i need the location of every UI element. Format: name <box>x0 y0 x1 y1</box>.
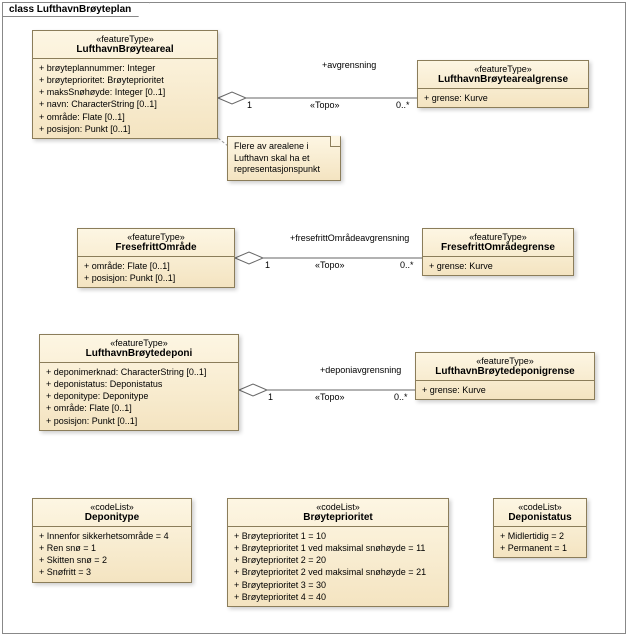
class-body: + grense: Kurve <box>416 381 594 399</box>
class-c3: «featureType»FresefrittOmråde+ område: F… <box>77 228 235 288</box>
assoc1-role: +avgrensning <box>322 60 376 70</box>
class-name: Deponitype <box>39 512 185 523</box>
attribute: + Innenfor sikkerhetsområde = 4 <box>39 530 185 542</box>
attribute: + Skitten snø = 2 <box>39 554 185 566</box>
attribute: + brøyteprioritet: Brøyteprioritet <box>39 74 211 86</box>
attribute: + deponitype: Deponitype <box>46 390 232 402</box>
class-name: Brøyteprioritet <box>234 512 442 523</box>
class-header: «codeList»Deponitype <box>33 499 191 527</box>
stereotype: «featureType» <box>39 34 211 44</box>
attribute: + maksSnøhøyde: Integer [0..1] <box>39 86 211 98</box>
class-body: + område: Flate [0..1]+ posisjon: Punkt … <box>78 257 234 287</box>
stereotype: «codeList» <box>234 502 442 512</box>
class-body: + grense: Kurve <box>418 89 588 107</box>
assoc3-mult-right: 0..* <box>394 392 408 402</box>
attribute: + navn: CharacterString [0..1] <box>39 98 211 110</box>
stereotype: «codeList» <box>500 502 580 512</box>
class-name: Deponistatus <box>500 512 580 523</box>
attribute: + grense: Kurve <box>424 92 582 104</box>
assoc3-topo: «Topo» <box>315 392 345 402</box>
attribute: + Brøyteprioritet 1 = 10 <box>234 530 442 542</box>
attribute: + område: Flate [0..1] <box>39 111 211 123</box>
class-c7: «codeList»Deponitype+ Innenfor sikkerhet… <box>32 498 192 583</box>
note: Flere av arealene i Lufthavn skal ha et … <box>227 136 341 181</box>
stereotype: «featureType» <box>424 64 582 74</box>
stereotype: «featureType» <box>46 338 232 348</box>
note-line: Lufthavn skal ha et <box>234 153 334 165</box>
class-body: + deponimerknad: CharacterString [0..1]+… <box>40 363 238 430</box>
stereotype: «featureType» <box>429 232 567 242</box>
class-name: LufthavnBrøytedeponi <box>46 348 232 359</box>
class-name: LufthavnBrøytedeponigrense <box>422 366 588 377</box>
class-name: LufthavnBrøytearealgrense <box>424 74 582 85</box>
attribute: + Permanent = 1 <box>500 542 580 554</box>
stereotype: «featureType» <box>84 232 228 242</box>
assoc2-topo: «Topo» <box>315 260 345 270</box>
attribute: + posisjon: Punkt [0..1] <box>84 272 228 284</box>
class-header: «featureType»LufthavnBrøytedeponi <box>40 335 238 363</box>
class-body: + Innenfor sikkerhetsområde = 4+ Ren snø… <box>33 527 191 582</box>
attribute: + posisjon: Punkt [0..1] <box>46 415 232 427</box>
attribute: + Ren snø = 1 <box>39 542 185 554</box>
class-header: «featureType»LufthavnBrøytearealgrense <box>418 61 588 89</box>
attribute: + Brøyteprioritet 1 ved maksimal snøhøyd… <box>234 542 442 554</box>
class-body: + Brøyteprioritet 1 = 10+ Brøytepriorite… <box>228 527 448 606</box>
assoc2-mult-right: 0..* <box>400 260 414 270</box>
class-c5: «featureType»LufthavnBrøytedeponi+ depon… <box>39 334 239 431</box>
assoc1-topo: «Topo» <box>310 100 340 110</box>
class-name: LufthavnBrøyteareal <box>39 44 211 55</box>
attribute: + Midlertidig = 2 <box>500 530 580 542</box>
stereotype: «codeList» <box>39 502 185 512</box>
attribute: + grense: Kurve <box>422 384 588 396</box>
class-c2: «featureType»LufthavnBrøytearealgrense + … <box>417 60 589 108</box>
attribute: + område: Flate [0..1] <box>84 260 228 272</box>
class-header: «codeList»Deponistatus <box>494 499 586 527</box>
class-body: + Midlertidig = 2+ Permanent = 1 <box>494 527 586 557</box>
class-c1: «featureType»LufthavnBrøyteareal+ brøyte… <box>32 30 218 139</box>
attribute: + Brøyteprioritet 2 ved maksimal snøhøyd… <box>234 566 442 578</box>
attribute: + posisjon: Punkt [0..1] <box>39 123 211 135</box>
attribute: + område: Flate [0..1] <box>46 402 232 414</box>
attribute: + Brøyteprioritet 2 = 20 <box>234 554 442 566</box>
attribute: + grense: Kurve <box>429 260 567 272</box>
class-c9: «codeList»Deponistatus+ Midlertidig = 2+… <box>493 498 587 558</box>
assoc1-mult-left: 1 <box>247 100 252 110</box>
attribute: + Brøyteprioritet 3 = 30 <box>234 579 442 591</box>
class-header: «featureType»LufthavnBrøytedeponigrense <box>416 353 594 381</box>
class-name: FresefrittOmrådegrense <box>429 242 567 253</box>
stereotype: «featureType» <box>422 356 588 366</box>
class-c4: «featureType»FresefrittOmrådegrense + gre… <box>422 228 574 276</box>
class-c8: «codeList»Brøyteprioritet+ Brøytepriorit… <box>227 498 449 607</box>
assoc2-mult-left: 1 <box>265 260 270 270</box>
class-body: + grense: Kurve <box>423 257 573 275</box>
attribute: + deponistatus: Deponistatus <box>46 378 232 390</box>
attribute: + brøyteplannummer: Integer <box>39 62 211 74</box>
attribute: + Snøfritt = 3 <box>39 566 185 578</box>
class-header: «featureType»FresefrittOmrådegrense <box>423 229 573 257</box>
class-name: FresefrittOmråde <box>84 242 228 253</box>
attribute: + deponimerknad: CharacterString [0..1] <box>46 366 232 378</box>
assoc3-role: +deponiavgrensning <box>320 365 401 375</box>
class-header: «codeList»Brøyteprioritet <box>228 499 448 527</box>
attribute: + Brøyteprioritet 4 = 40 <box>234 591 442 603</box>
assoc2-role: +fresefrittOmrådeavgrensning <box>290 233 409 243</box>
class-c6: «featureType»LufthavnBrøytedeponigrense +… <box>415 352 595 400</box>
class-header: «featureType»LufthavnBrøyteareal <box>33 31 217 59</box>
note-line: representasjonspunkt <box>234 164 334 176</box>
note-line: Flere av arealene i <box>234 141 334 153</box>
class-body: + brøyteplannummer: Integer+ brøyteprior… <box>33 59 217 138</box>
frame-title: class LufthavnBrøyteplan <box>2 2 150 17</box>
assoc3-mult-left: 1 <box>268 392 273 402</box>
class-header: «featureType»FresefrittOmråde <box>78 229 234 257</box>
assoc1-mult-right: 0..* <box>396 100 410 110</box>
